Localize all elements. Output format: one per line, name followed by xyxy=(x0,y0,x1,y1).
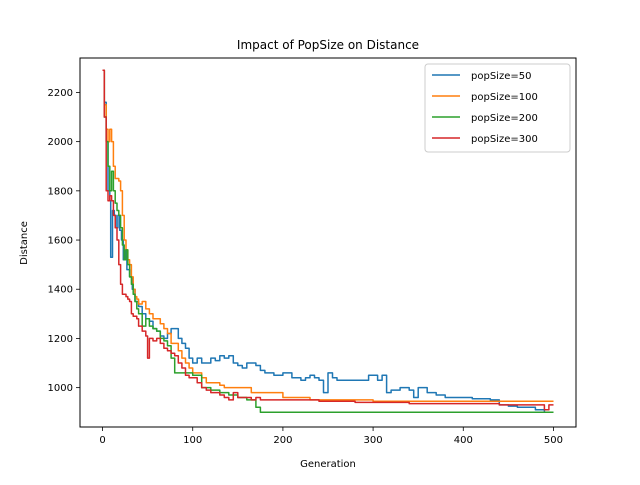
x-tick-label: 200 xyxy=(273,435,292,446)
series-line-2 xyxy=(102,69,554,402)
legend-label: popSize=300 xyxy=(471,134,538,145)
y-tick-label: 1000 xyxy=(48,383,73,394)
legend-label: popSize=200 xyxy=(471,113,538,124)
x-tick-label: 500 xyxy=(544,435,563,446)
y-tick-label: 1200 xyxy=(48,334,73,345)
legend-label: popSize=50 xyxy=(471,71,531,82)
x-tick-label: 300 xyxy=(364,435,383,446)
y-tick-label: 1600 xyxy=(48,236,73,247)
legend-label: popSize=100 xyxy=(471,92,538,103)
series-line-1 xyxy=(102,69,554,413)
chart-title: Impact of PopSize on Distance xyxy=(237,38,419,52)
series-line-3 xyxy=(102,69,554,413)
y-axis: 1000 1200 1400 1600 1800 2000 2200 xyxy=(48,88,80,394)
y-tick-label: 1400 xyxy=(48,285,73,296)
y-tick-label: 1800 xyxy=(48,186,73,197)
y-tick-label: 2000 xyxy=(48,137,73,148)
series-line-4 xyxy=(102,69,554,411)
y-tick-label: 2200 xyxy=(48,88,73,99)
plot-area xyxy=(102,69,554,413)
x-axis: 0 100 200 300 400 500 xyxy=(99,427,563,446)
axes-frame xyxy=(79,57,577,428)
x-tick-label: 400 xyxy=(454,435,473,446)
legend: popSize=50 popSize=100 popSize=200 popSize=… xyxy=(424,63,571,153)
x-tick-label: 100 xyxy=(183,435,202,446)
y-axis-label: Distance xyxy=(19,221,30,265)
legend-box xyxy=(424,63,571,153)
x-axis-label: Generation xyxy=(300,459,356,470)
x-tick-label: 0 xyxy=(99,435,105,446)
